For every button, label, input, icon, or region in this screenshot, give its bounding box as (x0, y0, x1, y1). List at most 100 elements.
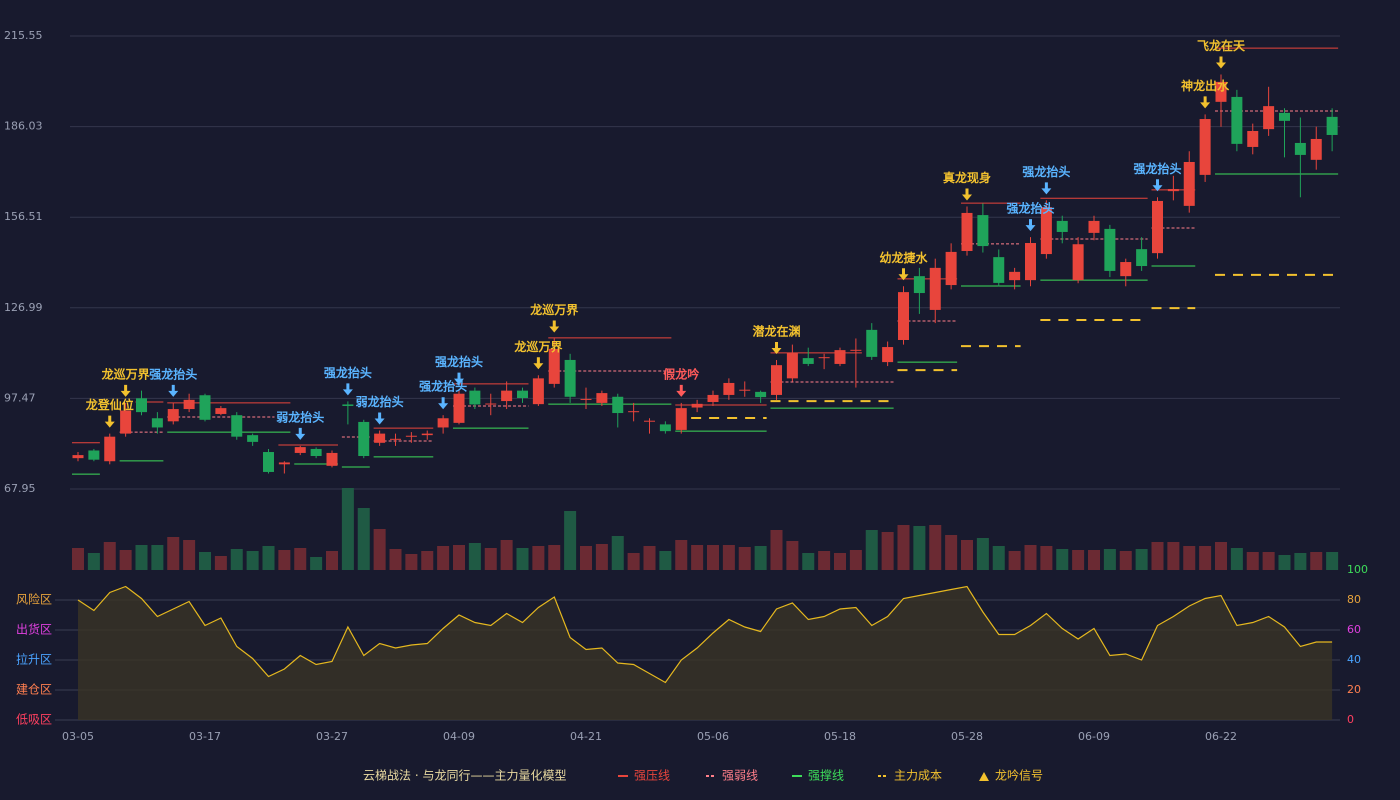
volume-bar (754, 546, 767, 570)
candle-body (628, 411, 640, 413)
y2-tick-label: 100 (1347, 563, 1368, 576)
volume-bar (707, 545, 719, 570)
y-tick-label: 出货区 (16, 622, 52, 637)
candle-body (882, 347, 894, 363)
candle-body (342, 404, 354, 406)
candle-body (707, 394, 719, 402)
volume-bar (1326, 552, 1339, 570)
candle-body (1167, 188, 1179, 192)
volume-bar (1230, 548, 1243, 570)
signal-arrow (533, 357, 544, 370)
volume-bar (72, 548, 84, 570)
y-tick-label: 建仓区 (16, 683, 52, 697)
volume-bar (357, 508, 370, 570)
candle-body (390, 438, 401, 440)
volume-bar (1040, 546, 1053, 570)
signal-label: 弱龙抬头 (276, 409, 324, 424)
volume-bar (310, 557, 323, 570)
candle-body (167, 409, 179, 422)
candle-body (644, 420, 655, 422)
signal-arrow (438, 397, 449, 410)
volume-bar (1310, 552, 1323, 570)
signal-label: 假龙吟 (663, 366, 699, 381)
signal-label: 龙巡万界 (530, 302, 578, 317)
candle-body (898, 292, 909, 340)
volume-bar (1056, 549, 1069, 570)
candle-body (199, 395, 211, 420)
candle-body (310, 448, 322, 457)
volume-bar (437, 546, 450, 570)
volume-bar (945, 535, 958, 570)
candle-body (580, 398, 592, 400)
x-tick-label: 03-27 (316, 730, 348, 743)
candle-body (278, 462, 290, 465)
volume-bar (897, 525, 910, 570)
candle-body (151, 418, 163, 428)
candle-body (755, 391, 767, 398)
signal-arrow (342, 383, 353, 396)
legend-caption: 云梯战法 · 与龙同行——主力量化模型 (363, 769, 566, 783)
candle-body (374, 433, 386, 443)
candle-body (437, 418, 449, 428)
volume-bar (1167, 542, 1180, 570)
candle-body (247, 435, 259, 442)
volume-bar (1246, 552, 1259, 570)
y-tick-label: 126.99 (4, 301, 43, 314)
volume-bar (992, 546, 1005, 570)
candle-body (183, 399, 195, 410)
candle-body (294, 447, 306, 453)
x-tick-label: 04-21 (570, 730, 602, 743)
volume-bar (1151, 542, 1164, 570)
signal-arrow (1152, 179, 1163, 192)
x-tick-label: 03-05 (62, 730, 94, 743)
volume-bar (786, 541, 799, 570)
oscillator-line (77, 585, 1333, 684)
volume-bar (230, 549, 243, 570)
volume-bar (278, 550, 291, 570)
volume-bar (373, 529, 386, 570)
y-tick-label: 215.55 (4, 29, 43, 42)
candle-body (532, 378, 544, 405)
candle-body (802, 358, 814, 364)
volume-bar (484, 548, 497, 570)
signal-arrow (676, 384, 687, 397)
volume-bar (627, 553, 640, 570)
signal-arrow (1041, 182, 1052, 195)
candle-body (929, 267, 941, 310)
legend-swatch (979, 772, 989, 781)
signal-label: 幼龙捷水 (879, 250, 928, 265)
candle-body (1199, 119, 1211, 175)
volume-bar (199, 552, 211, 570)
volume-bar (1119, 551, 1132, 570)
signal-arrow (454, 372, 464, 385)
volume-bar (103, 542, 116, 570)
volume-bar (183, 540, 196, 570)
signal-label: 强龙抬头 (1133, 161, 1181, 176)
candle-body (1136, 249, 1148, 267)
oscillator-area (78, 586, 1333, 720)
y-tick-label: 低吸区 (16, 713, 52, 727)
candle-body (739, 389, 751, 391)
volume-bar (770, 530, 783, 570)
y-tick-label: 186.03 (4, 120, 43, 133)
signal-arrow (962, 188, 972, 201)
candle-body (120, 410, 132, 434)
y2-tick-label: 40 (1347, 653, 1361, 666)
signal-arrow (1025, 219, 1036, 232)
signal-arrow (295, 427, 306, 440)
signal-label: 强龙抬头 (1022, 164, 1070, 179)
signal-arrow (120, 384, 131, 397)
candle-body (405, 435, 417, 437)
volume-bar (341, 488, 354, 570)
candle-body (1104, 228, 1116, 271)
candle-body (675, 408, 687, 430)
candle-body (485, 403, 497, 405)
candle-body (961, 212, 973, 251)
x-tick-label: 03-17 (189, 730, 221, 743)
candle-body (326, 452, 338, 466)
volume-bar (262, 546, 275, 570)
volume-bar (1008, 551, 1021, 570)
candle-body (1088, 220, 1100, 233)
candle-body (263, 452, 274, 472)
